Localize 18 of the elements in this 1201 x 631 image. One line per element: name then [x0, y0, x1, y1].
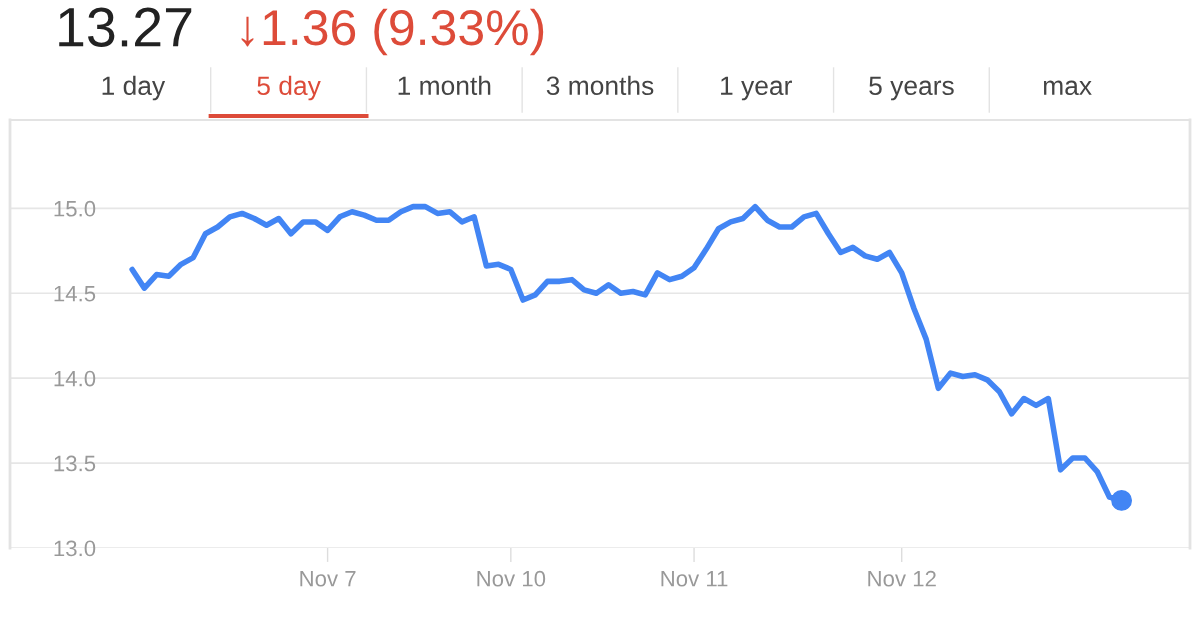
x-tick-label: Nov 10	[477, 570, 546, 587]
y-tick-label: 15.0	[54, 200, 96, 217]
y-tick-label: 14.0	[54, 370, 96, 387]
y-tick-label: 14.5	[54, 286, 96, 302]
chart-title: 13.27	[59, 7, 192, 47]
chart-subtitle: ↓1.36 (9.33%)	[241, 8, 544, 56]
text: 1 month	[398, 75, 491, 96]
text: max	[1043, 80, 1092, 96]
y-tick-label: 13.5	[54, 455, 96, 472]
text: 5 day	[257, 75, 321, 101]
text: 1 day	[102, 75, 166, 101]
text: 3 months	[546, 75, 654, 96]
x-tick-label: Nov 12	[868, 570, 936, 587]
y-tick-label: 13.0	[54, 540, 96, 557]
text: 5 years	[869, 76, 954, 101]
x-tick-label: Nov 11	[661, 571, 728, 587]
x-tick-label: Nov 7	[300, 571, 356, 587]
text: 1 year	[721, 76, 792, 101]
